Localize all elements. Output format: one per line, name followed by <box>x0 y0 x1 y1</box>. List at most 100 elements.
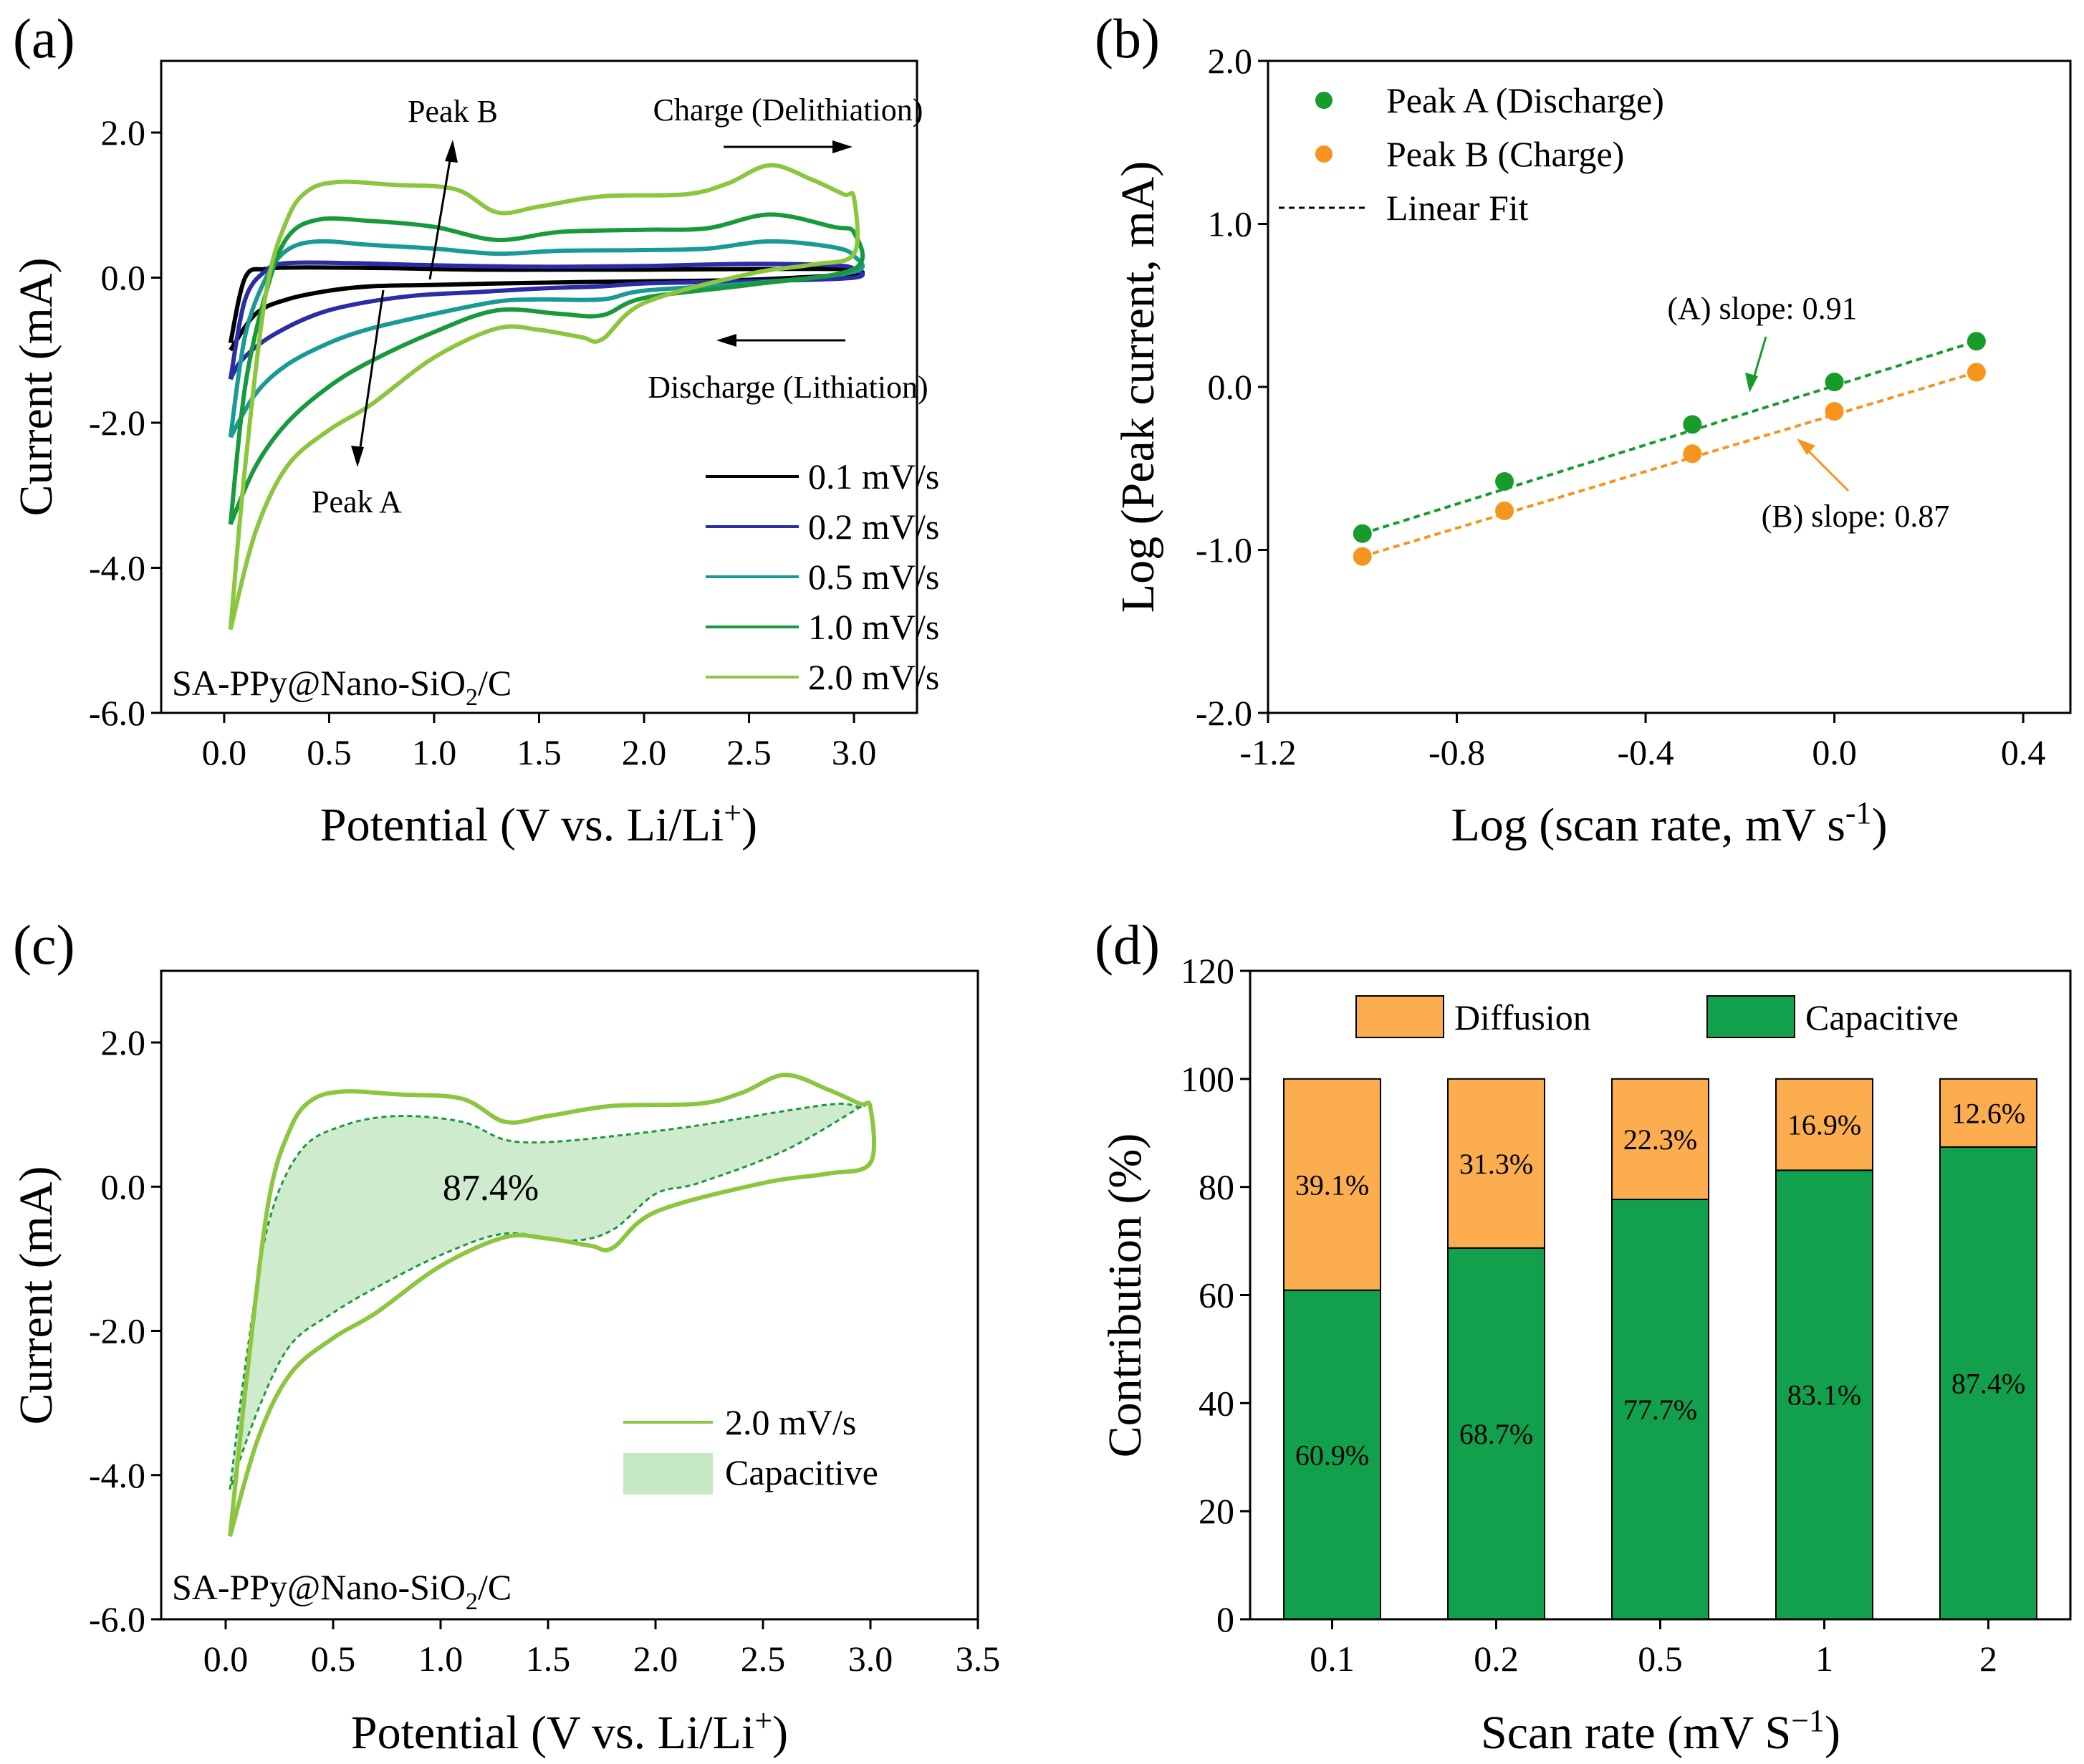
bar-diffusion <box>1447 1078 1545 1249</box>
slope-a-annotation: (A) slope: 0.91 <box>1667 291 1857 326</box>
y-tick-label: 2.0 <box>1208 41 1253 81</box>
y-tick-label: -6.0 <box>89 1599 145 1639</box>
panel-a-sample-label: SA-PPy@Nano-SiO2/C <box>172 663 512 711</box>
y-tick-label: -2.0 <box>1196 693 1252 733</box>
x-tick-label: 0.5 <box>307 732 352 772</box>
peak-a-arrow <box>357 289 385 463</box>
bar-label-capacitive: 87.4% <box>1951 1367 2025 1399</box>
legend-swatch-capacitive <box>1706 995 1795 1038</box>
x-tick-label: 0.0 <box>203 1639 249 1679</box>
cv-curve-2.0mVs <box>228 1073 877 1538</box>
x-tick-label: 1.0 <box>412 732 457 772</box>
cv-curve-0.2mVs <box>228 260 865 380</box>
x-tick-label: 3.0 <box>832 732 877 772</box>
x-tick-label: 1.0 <box>418 1639 464 1679</box>
x-tick-label: -0.4 <box>1617 732 1674 772</box>
slope-b-annotation: (B) slope: 0.87 <box>1762 499 1950 534</box>
y-tick-label: 0.0 <box>101 1166 146 1207</box>
panel-a: (a) 0.0 0.5 1.0 1.5 2.0 2.5 3.0 2.0 0.0 -2.0 -4.0 -… <box>10 7 939 851</box>
x-tick-label: 0.2 <box>1474 1639 1519 1679</box>
x-tick-label: 0.0 <box>202 732 247 772</box>
cv-curve-1.0mVs <box>228 212 865 526</box>
x-tick-label: 1.5 <box>517 732 562 772</box>
capacitive-area <box>229 1102 868 1490</box>
data-point-b <box>1967 363 1986 382</box>
x-tick-label: 0.5 <box>311 1639 356 1679</box>
data-point-a <box>1825 373 1844 392</box>
data-point-b <box>1683 444 1702 464</box>
legend-label-0.1: 0.1 mV/s <box>808 456 939 497</box>
bar-diffusion <box>1775 1078 1873 1171</box>
data-point-b <box>1353 547 1372 566</box>
panel-a-label: (a) <box>13 7 75 69</box>
panel-b-ylabel: Log (Peak current, mA) <box>1112 161 1164 613</box>
legend-label-diffusion: Diffusion <box>1454 997 1591 1037</box>
x-tick-label: -0.8 <box>1428 732 1485 772</box>
bar-label-diffusion: 39.1% <box>1295 1169 1369 1201</box>
data-point-a <box>1683 415 1702 434</box>
discharge-arrowhead <box>716 334 736 347</box>
y-tick-label: 20 <box>1199 1491 1234 1531</box>
y-tick-label: 120 <box>1181 951 1234 991</box>
slope-a-arrowhead <box>1745 373 1758 393</box>
panel-c-percent: 87.4% <box>443 1168 539 1209</box>
y-tick-label: 0.0 <box>1208 367 1253 407</box>
panel-b-ticks: -1.2 -0.8 -0.4 0.0 0.4 2.0 1.0 0.0 -1.0 -2.0 <box>1196 41 2046 772</box>
y-tick-label: -6.0 <box>89 693 145 733</box>
bar-label-capacitive: 60.9% <box>1295 1439 1369 1471</box>
discharge-annotation: Discharge (Lithiation) <box>648 370 928 405</box>
peak-b-arrow <box>428 143 454 280</box>
x-tick-label: 3.5 <box>956 1639 1001 1679</box>
bar-label-diffusion: 22.3% <box>1623 1123 1697 1156</box>
legend-label-peak-b: Peak B (Charge) <box>1386 134 1624 174</box>
x-tick-label: 0.4 <box>2001 732 2046 772</box>
panel-a-ylabel: Current (mA) <box>10 257 62 516</box>
y-tick-label: 1.0 <box>1208 204 1253 244</box>
x-tick-label: 2.0 <box>633 1639 678 1679</box>
x-tick-label: 2 <box>1979 1639 1997 1679</box>
legend-label-peak-a: Peak A (Discharge) <box>1386 80 1664 120</box>
panel-a-legend: 0.1 mV/s 0.2 mV/s 0.5 mV/s 1.0 mV/s 2.0 … <box>706 456 939 697</box>
panel-c-label: (c) <box>13 914 75 976</box>
x-tick-label: 0.5 <box>1638 1639 1683 1679</box>
x-tick-label: 0.0 <box>1812 732 1857 772</box>
x-tick-label: 2.0 <box>622 732 667 772</box>
panel-c-xlabel: Potential (V vs. Li/Li+) <box>351 1703 788 1759</box>
y-tick-label: 0.0 <box>101 258 146 298</box>
legend-label-2.0: 2.0 mV/s <box>808 657 939 697</box>
bar-diffusion <box>1939 1078 2037 1148</box>
bar-diffusion <box>1611 1078 1709 1201</box>
panel-a-xlabel: Potential (V vs. Li/Li+) <box>320 795 757 851</box>
panel-c-legend: 2.0 mV/s Capacitive <box>623 1402 878 1495</box>
peak-b-arrowhead <box>445 140 458 163</box>
cv-curve-0.5mVs <box>228 239 865 438</box>
bar-label-capacitive: 77.7% <box>1623 1394 1697 1426</box>
panel-d: (d) 60.9% 39.1% 68.7% 31.3% 77.7% 22.3% 83.1% 1… <box>1095 914 2072 1759</box>
bar-label-capacitive: 68.7% <box>1459 1418 1533 1450</box>
panel-d-label: (d) <box>1095 914 1160 976</box>
panel-b-points <box>1353 332 1986 566</box>
bar-label-capacitive: 83.1% <box>1787 1379 1861 1411</box>
x-tick-label: -1.2 <box>1239 732 1296 772</box>
legend-label-2.0: 2.0 mV/s <box>725 1402 856 1442</box>
charge-annotation: Charge (Delithiation) <box>653 92 923 128</box>
panel-d-xlabel: Scan rate (mV S−1) <box>1481 1703 1840 1759</box>
legend-label-0.2: 0.2 mV/s <box>808 507 939 547</box>
legend-label-0.5: 0.5 mV/s <box>808 557 939 597</box>
panel-c-frame <box>160 969 979 1621</box>
legend-label-capacitive: Capacitive <box>725 1452 878 1492</box>
peak-a-annotation: Peak A <box>312 484 402 519</box>
panel-b-label: (b) <box>1095 7 1160 69</box>
bar-capacitive <box>1775 1169 1873 1620</box>
data-point-b <box>1495 501 1514 520</box>
bar-capacitive <box>1939 1146 2037 1620</box>
panel-b-legend: Peak A (Discharge) Peak B (Charge) Linea… <box>1279 80 1664 228</box>
bar-capacitive <box>1447 1247 1545 1620</box>
x-tick-label: 0.1 <box>1310 1639 1355 1679</box>
x-tick-label: 1 <box>1815 1639 1833 1679</box>
panel-c-capacitive-area <box>229 1102 868 1490</box>
panel-c-ticks: 0.0 0.5 1.0 1.5 2.0 2.5 3.0 3.5 2.0 0.0 -2.0 -4.0 -6… <box>89 1022 1000 1679</box>
y-tick-label: 80 <box>1199 1167 1234 1207</box>
